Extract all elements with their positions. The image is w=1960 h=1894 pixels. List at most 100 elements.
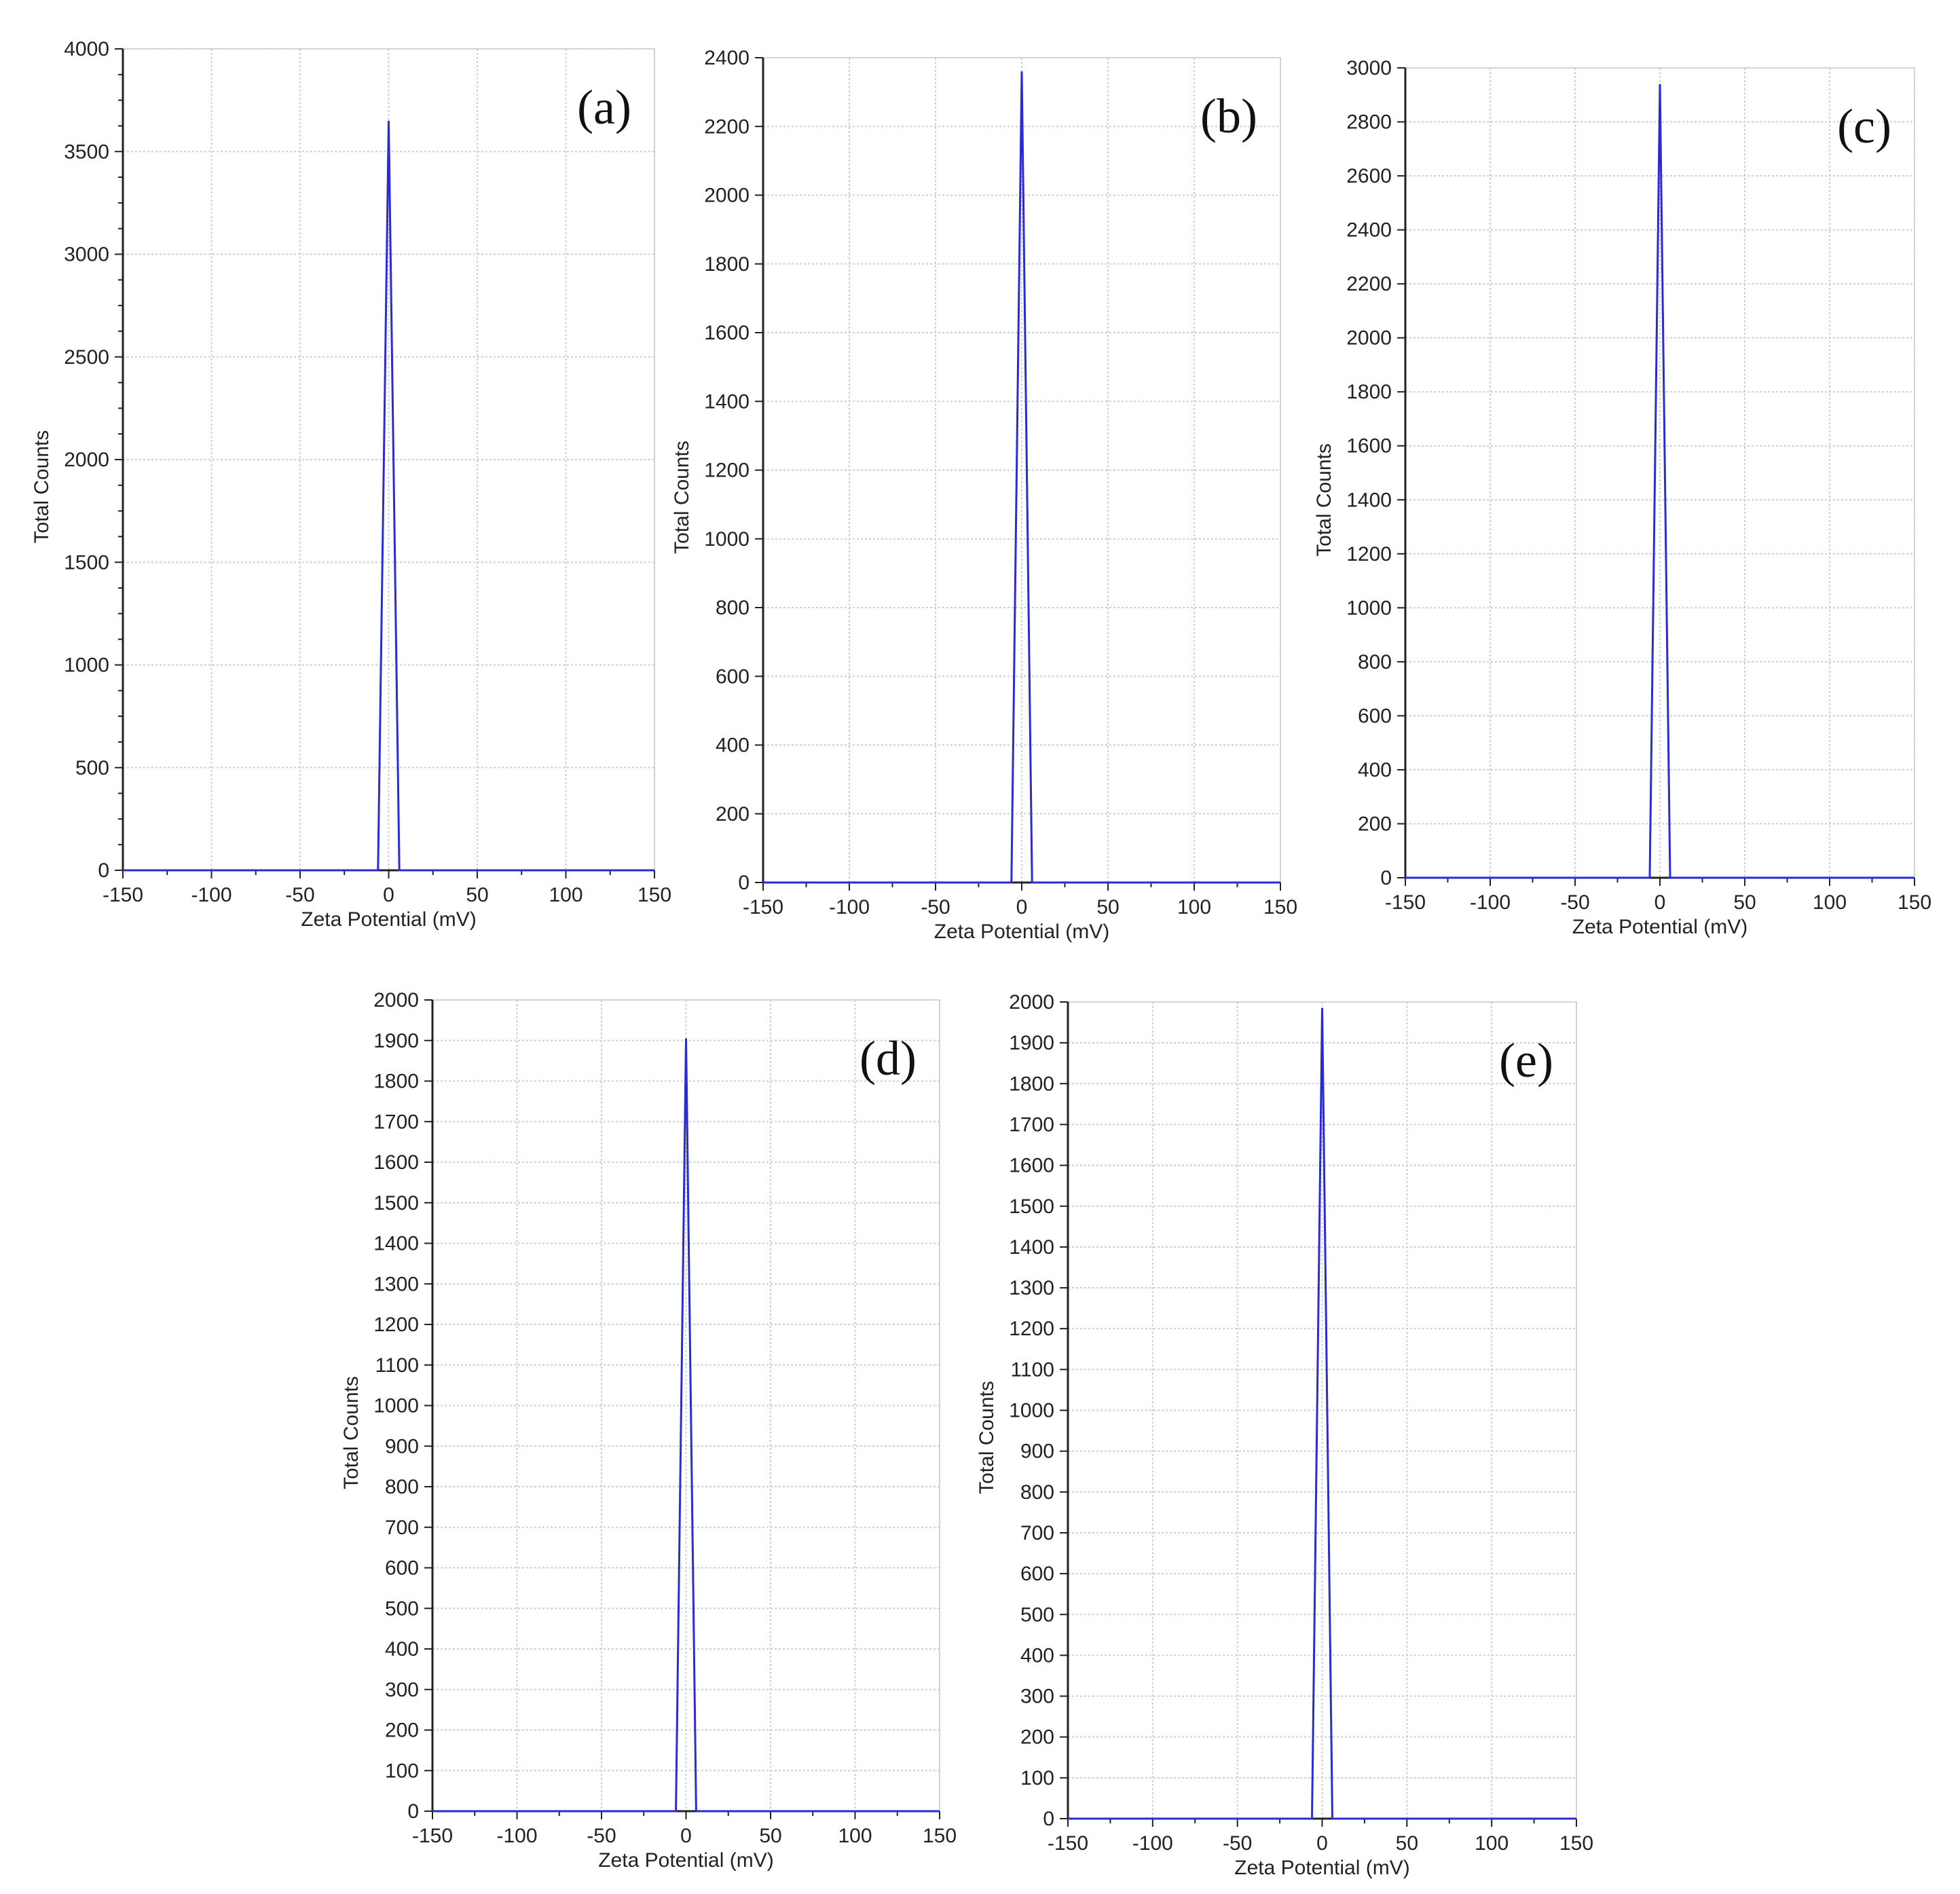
series-line — [123, 120, 654, 872]
x-tick-label: -100 — [829, 896, 870, 918]
x-tick-label: 100 — [1475, 1832, 1509, 1855]
series-line — [1405, 83, 1915, 879]
y-tick-label: 1400 — [1009, 1236, 1054, 1259]
y-tick-label: 900 — [385, 1435, 419, 1457]
y-tick-label: 800 — [385, 1476, 419, 1498]
y-tick-label: 1100 — [375, 1354, 419, 1377]
x-tick-label: 100 — [549, 884, 583, 906]
chart-panel-5: -150 -100 -50 0 50 100 15001002003004005006007… — [976, 991, 1593, 1879]
y-tick-label: 1200 — [373, 1314, 419, 1336]
y-tick-label: 1000 — [1346, 597, 1392, 619]
x-tick-label: 150 — [1559, 1832, 1593, 1855]
x-tick-label: 0 — [680, 1825, 692, 1847]
y-axis-label: Total Counts — [976, 1381, 998, 1494]
y-tick-label: 3000 — [64, 244, 109, 266]
y-tick-label: 1600 — [1009, 1155, 1054, 1177]
x-tick-label: 0 — [1654, 891, 1666, 914]
series-line — [432, 1038, 940, 1813]
y-tick-label: 700 — [385, 1517, 419, 1539]
y-tick-label: 1500 — [1009, 1195, 1054, 1218]
x-tick-label: -100 — [1132, 1832, 1173, 1855]
y-tick-label: 200 — [1020, 1726, 1054, 1749]
x-tick-label: 150 — [923, 1825, 957, 1847]
chart-panel-3: -150 -100 -50 0 50 100 150 0 200 400 600 800 1000 120… — [1313, 57, 1931, 938]
y-tick-label: 1200 — [1346, 543, 1392, 565]
chart-panel-1: -150 -100 -50 0 50 100 15005001000150020002500… — [31, 38, 671, 931]
x-tick-label: 100 — [1813, 891, 1847, 914]
y-tick-label: 600 — [1020, 1563, 1054, 1585]
panel-label: (d) — [859, 1031, 917, 1085]
y-tick-label: 2200 — [704, 115, 750, 138]
chart-panel-2: -150 -100 -50 0 50 100 150 0 200 400 600 800 1000 120… — [671, 47, 1297, 943]
y-tick-label: 1300 — [373, 1273, 419, 1295]
y-tick-label: 400 — [385, 1638, 419, 1660]
y-tick-label: 1500 — [64, 551, 109, 574]
y-tick-label: 1000 — [1009, 1400, 1054, 1422]
x-tick-label: 50 — [1396, 1832, 1418, 1855]
y-tick-label: 2400 — [1346, 219, 1392, 242]
x-tick-label: -150 — [1385, 891, 1426, 914]
y-tick-label: 600 — [716, 665, 750, 688]
y-tick-label: 400 — [716, 735, 750, 757]
y-tick-label: 1700 — [1009, 1113, 1054, 1136]
y-tick-label: 100 — [385, 1760, 419, 1782]
y-tick-label: 1900 — [1009, 1032, 1054, 1054]
series-line — [1068, 1007, 1576, 1820]
y-tick-label: 2000 — [64, 449, 109, 471]
y-tick-label: 900 — [1020, 1441, 1054, 1463]
x-tick-label: 150 — [1263, 896, 1297, 918]
y-tick-label: 1800 — [704, 253, 750, 276]
x-tick-label: -100 — [1470, 891, 1511, 914]
y-tick-label: 700 — [1020, 1522, 1054, 1544]
x-tick-label: -150 — [743, 896, 783, 918]
chart-panel-4: -150 -100 -50 0 50 100 15001002003004005006007… — [340, 989, 957, 1872]
y-tick-label: 400 — [1020, 1644, 1054, 1667]
y-tick-label: 4000 — [64, 38, 109, 60]
x-tick-label: 150 — [1898, 891, 1931, 914]
x-tick-label: 100 — [838, 1825, 872, 1847]
y-tick-label: 3500 — [64, 141, 109, 163]
y-tick-label: 1700 — [373, 1111, 419, 1133]
y-tick-label: 400 — [1358, 759, 1392, 781]
y-tick-label: 800 — [1020, 1481, 1054, 1504]
x-tick-label: 100 — [1177, 896, 1211, 918]
y-tick-label: 1200 — [1009, 1318, 1054, 1340]
y-tick-label: 2600 — [1346, 165, 1392, 187]
x-tick-label: 50 — [1096, 896, 1119, 918]
y-tick-label: 1600 — [704, 322, 750, 344]
y-tick-label: 1800 — [373, 1071, 419, 1093]
x-axis-label: Zeta Potential (mV) — [1572, 916, 1748, 938]
y-tick-label: 0 — [407, 1800, 419, 1823]
y-tick-label: 2200 — [1346, 273, 1392, 295]
x-tick-label: -100 — [191, 884, 232, 906]
x-tick-label: -150 — [412, 1825, 453, 1847]
y-tick-label: 600 — [385, 1557, 419, 1580]
series-line — [763, 71, 1280, 884]
y-tick-label: 1800 — [1009, 1073, 1054, 1095]
y-tick-label: 800 — [1358, 651, 1392, 673]
x-tick-label: 50 — [1733, 891, 1756, 914]
y-tick-label: 1600 — [1346, 435, 1392, 458]
y-tick-label: 2400 — [704, 47, 750, 69]
x-tick-label: -50 — [285, 884, 314, 906]
y-tick-label: 1200 — [704, 460, 750, 482]
y-tick-label: 200 — [716, 803, 750, 825]
x-axis-label: Zeta Potential (mV) — [598, 1849, 773, 1872]
y-tick-label: 0 — [738, 872, 750, 894]
x-tick-label: -50 — [587, 1825, 616, 1847]
panel-label: (e) — [1499, 1033, 1553, 1088]
y-tick-label: 3000 — [1346, 57, 1392, 79]
panel-label: (b) — [1200, 89, 1257, 143]
y-tick-label: 500 — [385, 1597, 419, 1620]
x-tick-label: -150 — [1048, 1832, 1088, 1855]
y-tick-label: 1900 — [373, 1030, 419, 1052]
x-tick-label: -50 — [1223, 1832, 1252, 1855]
y-tick-label: 100 — [1020, 1767, 1054, 1789]
x-tick-label: 0 — [1316, 1832, 1328, 1855]
y-tick-label: 2500 — [64, 346, 109, 369]
y-tick-label: 1400 — [373, 1233, 419, 1255]
y-tick-label: 200 — [1358, 813, 1392, 835]
y-tick-label: 1100 — [1010, 1358, 1054, 1381]
y-tick-label: 1000 — [373, 1395, 419, 1417]
x-tick-label: 0 — [1016, 896, 1028, 918]
